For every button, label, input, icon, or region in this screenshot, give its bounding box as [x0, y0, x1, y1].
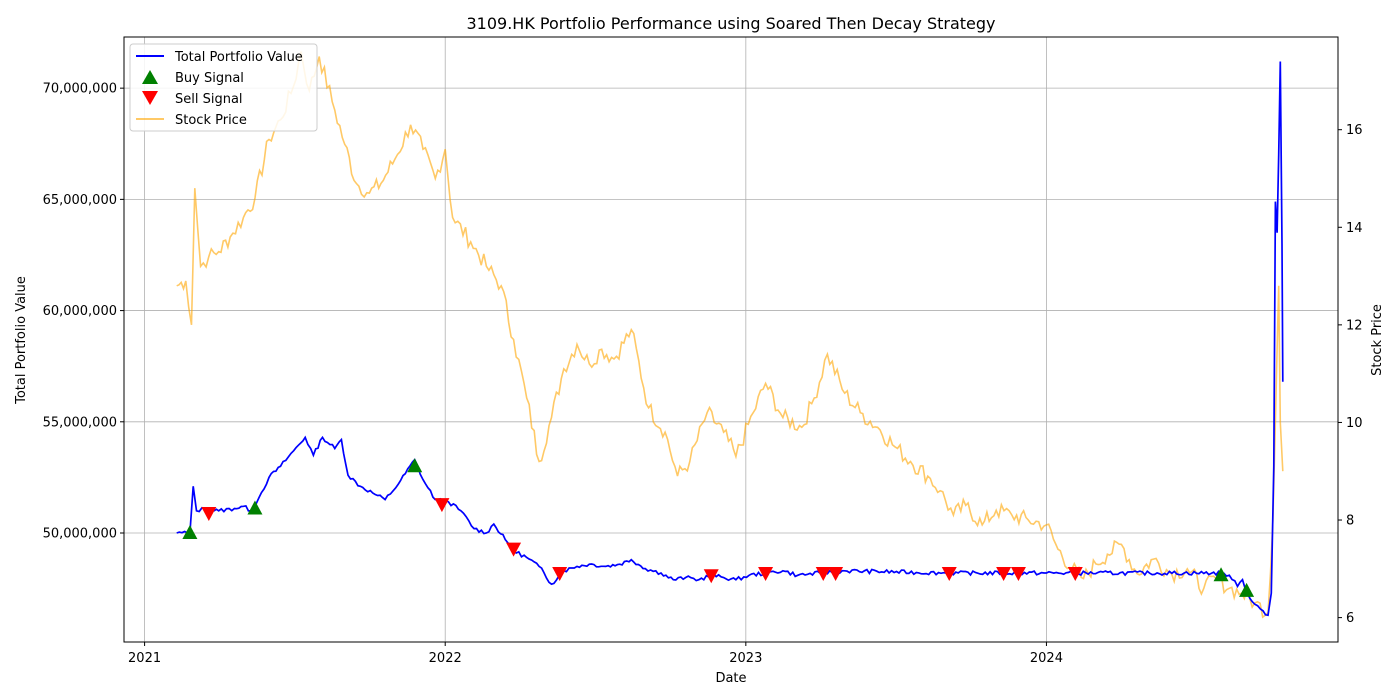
x-tick-label: 2023: [729, 651, 762, 666]
y-axis-label: Total Portfolio Value: [14, 276, 29, 405]
portfolio-value-line: [176, 61, 1284, 617]
y-tick-label: 50,000,000: [43, 527, 117, 542]
y2-tick-label: 10: [1346, 416, 1363, 431]
legend: Total Portfolio Value Buy Signal Sell Si…: [129, 43, 318, 132]
y2-tick-label: 12: [1346, 318, 1363, 333]
legend-label-sell: Sell Signal: [175, 92, 243, 107]
portfolio-value-series: [176, 61, 1284, 617]
buy-signal-marker: [247, 500, 263, 515]
buy-signal-marker: [407, 458, 423, 473]
sell-signal-marker: [758, 567, 774, 582]
sell-signal-marker: [996, 567, 1012, 582]
sell-signal-marker: [703, 569, 719, 584]
x-tick-label: 2024: [1030, 651, 1063, 666]
y2-tick-label: 6: [1346, 611, 1354, 626]
x-tick-label: 2022: [429, 651, 462, 666]
sell-signal-marker: [201, 506, 217, 521]
y2-tick-label: 14: [1346, 221, 1363, 236]
y2-axis-label: Stock Price: [1370, 304, 1385, 376]
plot-frame: [123, 36, 1339, 643]
legend-sell-marker: [142, 91, 158, 105]
buy-signal-marker: [182, 525, 198, 540]
stock-price-series: [176, 51, 1284, 619]
stock-price-line: [176, 51, 1284, 619]
sell-signal-marker: [1067, 567, 1083, 582]
chart-title: 3109.HK Portfolio Performance using Soar…: [466, 14, 995, 33]
sell-signal-marker: [434, 498, 450, 513]
legend-label-price: Stock Price: [175, 113, 247, 128]
legend-box: [129, 43, 318, 132]
legend-buy-marker: [142, 70, 158, 84]
sell-signal-marker: [941, 567, 957, 582]
legend-label-buy: Buy Signal: [175, 71, 244, 86]
y-axis-left: 50,000,000 55,000,000 60,000,000 65,000,000…: [43, 82, 124, 542]
y2-tick-label: 16: [1346, 123, 1363, 138]
y-axis-right: 6 8 10 12 14 16: [1338, 123, 1363, 626]
sell-signal-marker: [828, 567, 844, 582]
sell-signal-marker: [506, 542, 522, 557]
x-tick-label: 2021: [128, 651, 161, 666]
sell-signal-marker: [1010, 567, 1026, 582]
y-tick-label: 55,000,000: [43, 415, 117, 430]
y2-tick-label: 8: [1346, 514, 1354, 529]
x-axis: 2021 2022 2023 2024: [128, 642, 1063, 666]
sell-signal-marker: [815, 567, 831, 582]
y-tick-label: 65,000,000: [43, 193, 117, 208]
sell-signal-marker: [552, 567, 568, 582]
y-tick-label: 60,000,000: [43, 304, 117, 319]
x-axis-label: Date: [715, 671, 746, 686]
legend-label-portfolio: Total Portfolio Value: [174, 50, 303, 65]
buy-signal-marker: [1239, 582, 1255, 597]
y-tick-label: 70,000,000: [43, 82, 117, 97]
buy-signal-marker: [1213, 567, 1229, 582]
signal-markers: [182, 458, 1255, 597]
